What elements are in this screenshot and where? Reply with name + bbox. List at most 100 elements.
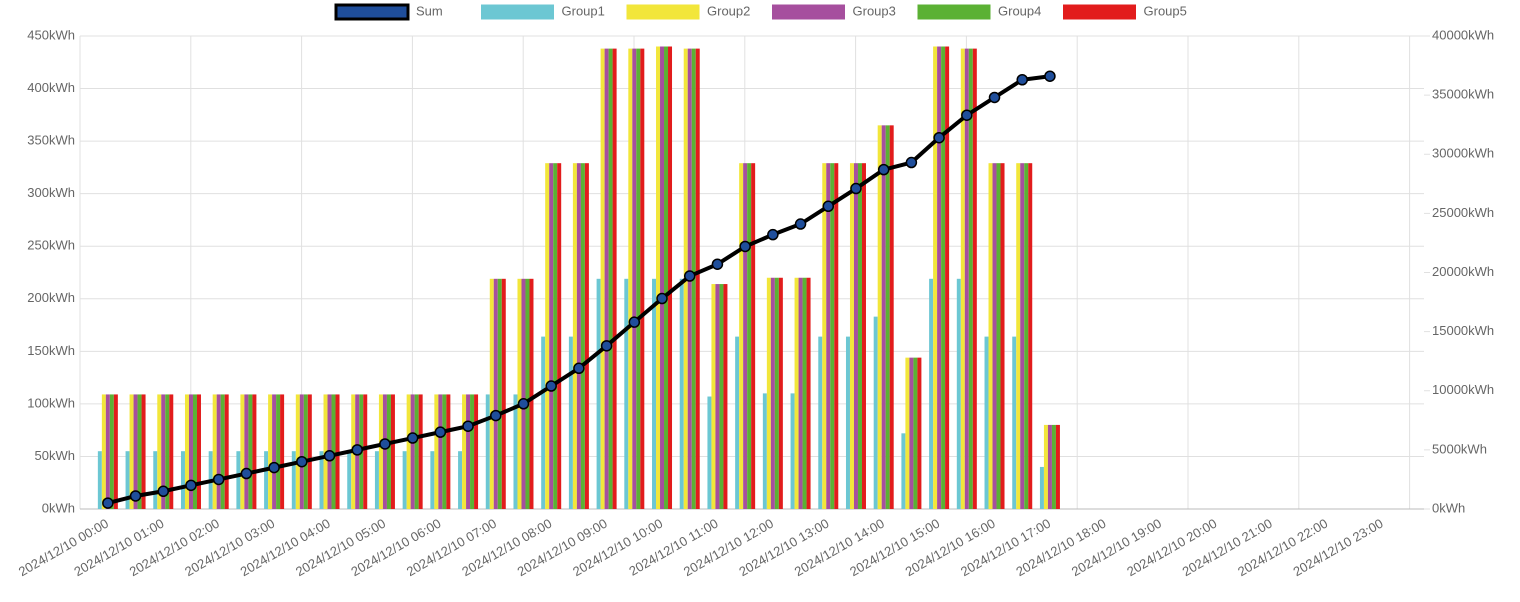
point [988, 91, 1001, 104]
bar [640, 48, 645, 509]
bar [660, 46, 665, 510]
bar [474, 394, 479, 509]
bar [470, 394, 475, 509]
bar [826, 163, 831, 509]
bar [877, 125, 882, 509]
bar [466, 394, 471, 509]
y2-tick-label: 25000kWh [1432, 205, 1494, 220]
bar [1051, 424, 1056, 509]
y-tick-label: 250kWh [27, 238, 75, 253]
y2-tick-label: 35000kWh [1432, 87, 1494, 102]
point [961, 109, 973, 121]
bar [960, 48, 965, 509]
bar [153, 451, 158, 509]
bar [849, 163, 854, 509]
point [406, 432, 419, 444]
bar [778, 277, 783, 509]
bar [1047, 424, 1052, 509]
legend-label: Sum [416, 3, 443, 18]
bar [264, 451, 269, 509]
bar [347, 451, 352, 509]
bar [410, 394, 415, 509]
bar [541, 336, 546, 509]
bar [845, 336, 850, 509]
y-tick-label: 300kWh [27, 185, 75, 200]
bar [291, 451, 296, 509]
point [379, 438, 391, 450]
bar [485, 394, 490, 509]
bar [125, 451, 130, 509]
point [323, 450, 336, 462]
bar [216, 394, 221, 509]
bar [596, 278, 601, 509]
bar [743, 163, 748, 509]
bar [624, 278, 629, 509]
point [794, 218, 807, 230]
legend-swatch [481, 4, 554, 20]
bar [790, 393, 795, 509]
bar [240, 394, 245, 509]
bar [109, 394, 114, 509]
bar [188, 394, 193, 509]
legend-swatch [1063, 4, 1136, 20]
bar [272, 394, 277, 509]
y-tick-label: 100kWh [27, 395, 75, 410]
point [545, 380, 557, 392]
bar [141, 394, 146, 509]
bar [374, 451, 379, 509]
bar [873, 316, 878, 509]
y2-tick-label: 10000kWh [1432, 382, 1494, 397]
point [129, 490, 142, 502]
bar [184, 394, 189, 509]
bar [881, 125, 886, 509]
point [683, 270, 696, 282]
bar [430, 451, 435, 509]
bar [941, 46, 946, 510]
point [822, 200, 835, 213]
bar [568, 336, 573, 509]
bar [1055, 424, 1060, 509]
point [517, 398, 530, 410]
bar [513, 394, 518, 509]
bar [988, 163, 993, 509]
bar [913, 357, 918, 509]
bar [438, 394, 443, 509]
bar [335, 394, 340, 509]
point [850, 182, 862, 195]
bar [161, 394, 166, 509]
y-tick-label: 400kWh [27, 80, 75, 95]
bar [1020, 163, 1025, 509]
bar [861, 163, 866, 509]
bar [992, 163, 997, 509]
bar [604, 48, 609, 509]
bar [521, 278, 526, 509]
bar [319, 451, 324, 509]
y-tick-label: 450kWh [27, 27, 75, 42]
bar [529, 278, 534, 509]
y-tick-label: 50kWh [35, 448, 75, 463]
point [434, 426, 447, 438]
legend-label: Group1 [562, 3, 605, 18]
point [573, 362, 585, 375]
bar [576, 163, 581, 509]
bar [549, 163, 554, 509]
bar [101, 394, 106, 509]
bar [853, 163, 858, 509]
y-tick-label: 200kWh [27, 290, 75, 305]
bar [937, 46, 942, 510]
bar [572, 163, 577, 509]
bar [656, 46, 661, 510]
legend-swatch [334, 3, 410, 21]
bar [1024, 163, 1029, 509]
bar [169, 394, 174, 509]
bar [766, 277, 771, 509]
bar [802, 277, 807, 509]
point [185, 479, 197, 492]
bar [723, 284, 728, 509]
bar [580, 163, 585, 509]
point [656, 292, 668, 305]
bar [1016, 163, 1021, 509]
bar [418, 394, 423, 509]
point [296, 455, 308, 468]
